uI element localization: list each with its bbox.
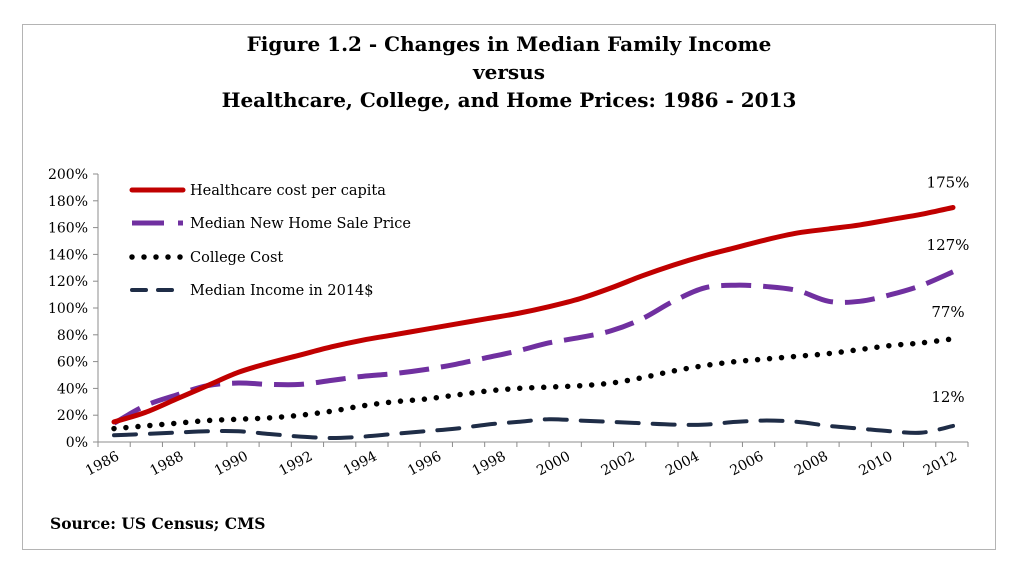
y-tick-label: 80% bbox=[57, 328, 88, 344]
x-tick-label: 2012 bbox=[921, 448, 960, 479]
series-line-college-cost bbox=[111, 336, 956, 432]
end-value-label: 175% bbox=[927, 174, 970, 192]
legend-label: Healthcare cost per capita bbox=[190, 183, 386, 199]
source-note: Source: US Census; CMS bbox=[50, 514, 266, 533]
legend-label: Median New Home Sale Price bbox=[190, 216, 411, 232]
end-value-label: 12% bbox=[931, 388, 964, 406]
x-tick-label: 1996 bbox=[405, 448, 444, 479]
series-line-median-new-home-sale-price bbox=[112, 269, 954, 426]
chart-title: Figure 1.2 - Changes in Median Family In… bbox=[22, 30, 996, 114]
x-tick-label: 1994 bbox=[341, 448, 380, 479]
y-tick-label: 20% bbox=[57, 408, 88, 424]
y-tick-label: 200% bbox=[48, 167, 88, 183]
x-tick-label: 1992 bbox=[276, 448, 315, 479]
x-tick-label: 1988 bbox=[147, 448, 186, 479]
x-tick-label: 1990 bbox=[212, 448, 251, 479]
y-tick-label: 60% bbox=[57, 355, 88, 371]
x-tick-label: 2008 bbox=[792, 448, 831, 479]
legend-label: College Cost bbox=[190, 250, 283, 266]
x-tick-label: 2004 bbox=[663, 448, 702, 479]
x-tick-label: 2006 bbox=[727, 448, 766, 479]
chart-title-line-3: Healthcare, College, and Home Prices: 19… bbox=[221, 88, 797, 112]
end-value-label: 77% bbox=[931, 303, 964, 321]
x-tick-label: 2010 bbox=[856, 448, 895, 479]
chart-title-line-1: Figure 1.2 - Changes in Median Family In… bbox=[246, 32, 772, 56]
y-tick-label: 180% bbox=[48, 194, 88, 210]
x-tick-label: 2002 bbox=[599, 448, 638, 479]
end-value-label: 127% bbox=[927, 236, 970, 254]
series-line-healthcare-cost-per-capita bbox=[111, 205, 956, 425]
x-tick-label: 2000 bbox=[534, 448, 573, 479]
chart-frame bbox=[22, 24, 996, 550]
y-tick-label: 160% bbox=[48, 221, 88, 237]
y-tick-label: 140% bbox=[48, 247, 88, 263]
y-tick-label: 120% bbox=[48, 274, 88, 290]
y-tick-label: 0% bbox=[66, 435, 88, 451]
series-line-median-income-in-2014 bbox=[112, 417, 955, 440]
y-tick-label: 100% bbox=[48, 301, 88, 317]
x-tick-label: 1998 bbox=[470, 448, 509, 479]
chart-title-line-2: versus bbox=[473, 60, 545, 84]
x-tick-label: 1986 bbox=[83, 448, 122, 479]
y-tick-label: 40% bbox=[57, 381, 88, 397]
legend-label: Median Income in 2014$ bbox=[190, 283, 374, 299]
